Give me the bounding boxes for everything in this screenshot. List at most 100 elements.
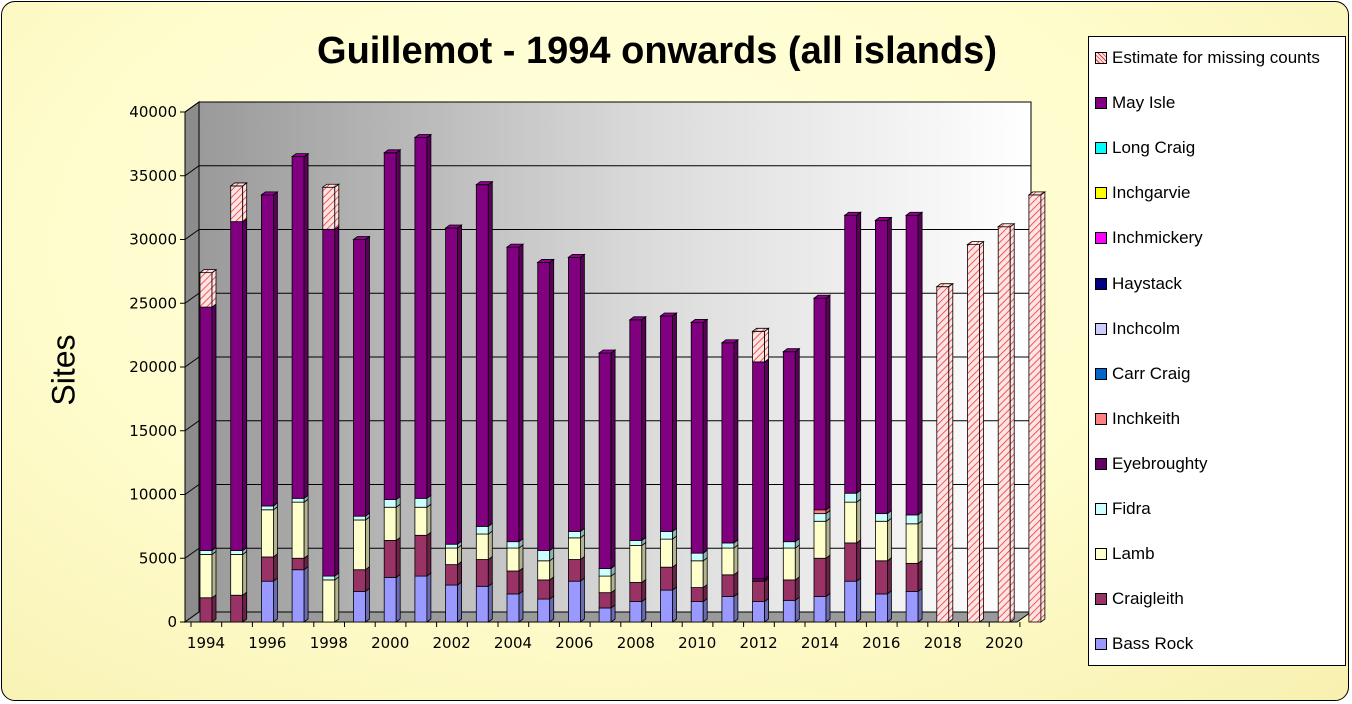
bar-side-2017 — [917, 520, 923, 565]
bar-segment-2014-inchkeith — [813, 509, 827, 515]
bar-side-2013 — [794, 347, 800, 543]
bar-segment-2017-craigleith — [905, 562, 919, 592]
bar-segment-2010-may-isle — [690, 321, 704, 554]
bar-side-2013 — [794, 576, 800, 602]
bar-side-1996 — [272, 505, 278, 558]
legend-swatch — [1095, 638, 1107, 651]
bar-segment-2008-may-isle — [629, 319, 643, 541]
bar-side-2000 — [395, 149, 401, 501]
bar-segment-1999-may-isle — [353, 239, 366, 517]
bar-side-2000 — [395, 503, 401, 542]
legend-label: Craigleith — [1112, 589, 1184, 609]
y-tick-label: 25000 — [129, 294, 177, 312]
bar-segment-2021-estimate-for-missing-counts — [1028, 194, 1042, 623]
bar-side-2007 — [610, 349, 616, 570]
bar-segment-2013-bass-rock — [782, 599, 796, 623]
bar-segment-2002-fidra — [445, 543, 459, 549]
bar-top-2019 — [966, 241, 985, 246]
bar-segment-2012-craigleith — [752, 580, 765, 603]
bar-side-2005 — [549, 595, 555, 623]
bar-side-2005 — [549, 258, 555, 552]
bar-segment-2001-craigleith — [414, 534, 428, 577]
bar-segment-1996-fidra — [260, 505, 274, 511]
bar-side-2014 — [825, 592, 831, 623]
bar-side-2016 — [887, 556, 892, 595]
bar-side-2016 — [887, 517, 892, 562]
bar-side-2002 — [457, 581, 463, 623]
bar-side-2012 — [764, 327, 769, 363]
bar-segment-2014-fidra — [813, 513, 827, 522]
legend-item-long-craig: Long Craig — [1095, 137, 1195, 159]
legend-item-inchcolm: Inchcolm — [1095, 318, 1180, 340]
legend-item-fidra: Fidra — [1095, 498, 1151, 520]
bar-segment-2014-may-isle — [813, 297, 827, 511]
legend-label: Lamb — [1112, 544, 1155, 564]
bar-segment-2016-bass-rock — [875, 593, 888, 623]
bar-segment-2017-bass-rock — [905, 591, 919, 623]
bar-side-1999 — [365, 235, 370, 517]
bar-segment-2011-craigleith — [721, 574, 735, 597]
x-tick-label: 2020 — [985, 634, 1023, 652]
bar-side-2009 — [672, 586, 677, 623]
bar-segment-2018-estimate-for-missing-counts — [936, 286, 950, 623]
legend-label: Inchgarvie — [1112, 183, 1191, 203]
x-tick-label: 2008 — [617, 634, 655, 652]
bar-side-2009 — [672, 535, 677, 568]
bar-side-1995 — [242, 591, 248, 623]
bar-segment-2011-fidra — [721, 542, 735, 549]
bar-top-2001 — [413, 134, 433, 138]
bar-side-1994 — [211, 303, 217, 552]
gridline-side — [184, 165, 200, 177]
bar-segment-2006-fidra — [568, 531, 581, 539]
bar-top-2016 — [874, 216, 893, 221]
bar-segment-2009-bass-rock — [660, 589, 673, 623]
bar-segment-2006-bass-rock — [568, 580, 581, 623]
bar-side-2004 — [518, 590, 524, 623]
bar-segment-2020-estimate-for-missing-counts — [997, 226, 1011, 623]
bar-side-2009 — [672, 563, 677, 591]
bar-side-2006 — [580, 534, 585, 561]
bar-side-2017 — [917, 211, 923, 516]
bar-side-1994 — [211, 268, 217, 308]
bar-segment-2004-craigleith — [506, 570, 520, 595]
bar-side-2003 — [487, 180, 493, 528]
legend-item-lamb: Lamb — [1095, 543, 1155, 565]
bar-segment-1996-may-isle — [260, 194, 274, 507]
bar-top-1997 — [290, 153, 310, 158]
bar-side-2012 — [764, 577, 769, 603]
bar-segment-2001-may-isle — [414, 137, 428, 499]
x-tick-label: 2014 — [801, 634, 839, 652]
bar-side-1997 — [303, 498, 309, 560]
bar-segment-2012-may-isle — [752, 361, 765, 580]
bar-segment-2010-bass-rock — [690, 601, 704, 623]
bar-side-2008 — [641, 316, 647, 542]
bar-top-2003 — [475, 181, 494, 186]
bar-segment-2008-lamb — [629, 545, 643, 583]
bar-segment-1997-may-isle — [291, 156, 305, 499]
bar-top-2013 — [782, 348, 801, 353]
bar-segment-1997-lamb — [291, 501, 305, 559]
bar-side-1999 — [365, 516, 370, 571]
y-tick-label: 40000 — [129, 103, 177, 121]
bar-top-1999 — [352, 236, 371, 240]
legend-label: Inchkeith — [1112, 408, 1181, 428]
bar-segment-2000-may-isle — [383, 152, 397, 500]
bar-side-2006 — [580, 577, 585, 623]
bar-top-2012 — [751, 327, 770, 332]
legend-swatch — [1095, 548, 1107, 561]
bar-side-2009 — [672, 312, 677, 533]
bar-segment-2010-fidra — [690, 552, 704, 562]
bar-top-2002 — [444, 224, 463, 229]
bar-top-2000 — [383, 149, 402, 154]
bar-side-2010 — [702, 556, 708, 589]
bar-side-2014 — [825, 517, 831, 560]
bar-segment-2002-may-isle — [445, 227, 459, 545]
x-tick-label: 2012 — [740, 634, 778, 652]
bar-segment-1996-bass-rock — [260, 580, 274, 623]
bar-segment-2007-craigleith — [598, 592, 612, 609]
bar-segment-1995-lamb — [230, 554, 244, 596]
bar-segment-2015-craigleith — [844, 542, 858, 582]
bar-top-2015 — [843, 211, 862, 216]
bar-side-2017 — [917, 587, 923, 623]
